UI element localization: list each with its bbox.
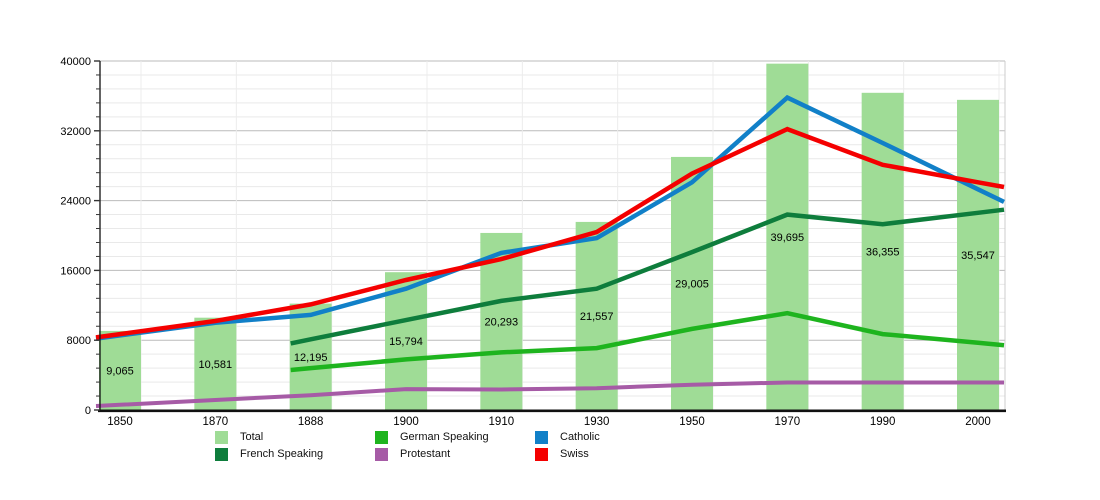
y-axis-label: 8000 bbox=[67, 335, 91, 347]
x-axis-label: 1990 bbox=[870, 416, 896, 428]
y-axis-label: 0 bbox=[85, 405, 91, 417]
legend-item-protestant: Protestant bbox=[375, 447, 535, 461]
bar-value-label: 10,581 bbox=[199, 359, 233, 371]
total-swatch bbox=[215, 430, 228, 444]
french-speaking-swatch bbox=[215, 447, 228, 461]
legend-label: Protestant bbox=[400, 448, 451, 460]
x-axis-label: 1870 bbox=[203, 416, 229, 428]
bar-value-label: 29,005 bbox=[675, 278, 709, 290]
bar-value-label: 15,794 bbox=[389, 336, 423, 348]
legend-item-catholic: Catholic bbox=[535, 430, 695, 444]
legend-item-total: Total bbox=[215, 430, 375, 444]
total-bar-1970 bbox=[766, 63, 809, 410]
y-axis-label: 16000 bbox=[60, 265, 91, 277]
x-axis-label: 2000 bbox=[965, 416, 991, 428]
total-bar-1950 bbox=[671, 156, 713, 410]
total-bar-1930 bbox=[575, 221, 618, 410]
total-bar-1900 bbox=[385, 272, 427, 410]
x-axis-label: 1850 bbox=[107, 416, 133, 428]
legend-item-swiss: Swiss bbox=[535, 447, 695, 461]
y-axis-label: 24000 bbox=[60, 196, 91, 208]
x-axis-label: 1910 bbox=[489, 416, 515, 428]
x-axis-label: 1900 bbox=[393, 416, 419, 428]
legend-label: Swiss bbox=[560, 448, 589, 460]
x-axis-label: 1888 bbox=[298, 416, 324, 428]
line-swiss bbox=[95, 126, 1005, 340]
total-bar-2000 bbox=[957, 99, 999, 411]
bar-value-label: 36,355 bbox=[866, 246, 900, 258]
legend-item-german-speaking: German Speaking bbox=[375, 430, 535, 444]
legend-label: Catholic bbox=[560, 431, 600, 443]
bar-value-label: 21,557 bbox=[580, 311, 614, 323]
y-axis-label: 32000 bbox=[60, 126, 91, 138]
chart-legend: Total German Speaking Catholic French Sp… bbox=[215, 430, 695, 464]
protestant-swatch bbox=[375, 447, 388, 461]
legend-label: Total bbox=[240, 431, 264, 443]
catholic-swatch bbox=[535, 430, 548, 444]
line-german-speaking bbox=[290, 310, 1005, 373]
total-bar-1850 bbox=[99, 330, 141, 410]
bar-value-label: 9,065 bbox=[106, 365, 134, 377]
total-bar-1990 bbox=[861, 92, 904, 411]
bar-value-label: 20,293 bbox=[485, 316, 519, 328]
y-axis-label: 40000 bbox=[60, 56, 91, 68]
total-bar-1870 bbox=[194, 317, 237, 410]
x-axis-label: 1970 bbox=[775, 416, 801, 428]
line-protestant bbox=[95, 380, 1004, 408]
total-bar-1888 bbox=[289, 303, 332, 410]
x-axis-label: 1950 bbox=[679, 416, 705, 428]
german-speaking-swatch bbox=[375, 430, 388, 444]
bar-value-label: 35,547 bbox=[961, 250, 995, 262]
bar-value-label: 12,195 bbox=[294, 352, 328, 364]
x-axis-label: 1930 bbox=[584, 416, 610, 428]
line-french-speaking bbox=[290, 207, 1005, 346]
legend-label: German Speaking bbox=[400, 431, 489, 443]
legend-label: French Speaking bbox=[240, 448, 324, 460]
legend-item-french-speaking: French Speaking bbox=[215, 447, 375, 461]
swiss-swatch bbox=[535, 447, 548, 461]
bar-value-label: 39,695 bbox=[771, 232, 805, 244]
